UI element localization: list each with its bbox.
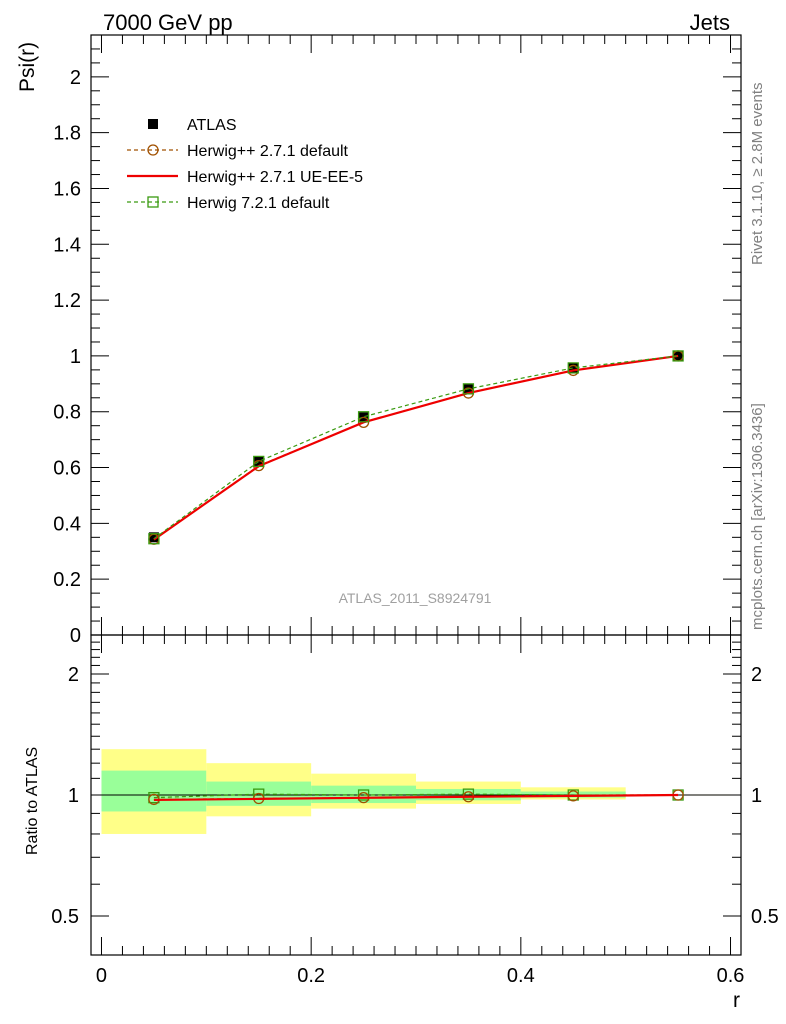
data-point-atlas: [148, 532, 159, 543]
main-panel: 0 0.2 0.4 0.6 0.8 1 1.2 1.4 1.6 1.8 2 Psi(r) ATLAS…: [16, 34, 742, 647]
y-tick-label: 0.2: [53, 569, 81, 591]
series-line-ue-ee-5: [153, 354, 679, 541]
legend-label: Herwig 7.2.1 default: [187, 195, 330, 212]
y-tick-label: 2: [70, 67, 81, 89]
legend-marker-circle: [147, 144, 159, 156]
rivet-label: Rivet 3.1.10, ≥ 2.8M events: [749, 83, 766, 266]
header-left: 7000 GeV pp: [103, 10, 233, 35]
ratio-y-label: Ratio to ATLAS: [24, 747, 41, 855]
y-tick-label: 1.6: [53, 178, 81, 200]
ratio-series: [148, 788, 684, 806]
marker-herwig7: [672, 350, 684, 362]
legend-label: Herwig++ 2.7.1 UE-EE-5: [187, 169, 363, 186]
ratio-frame: [90, 634, 742, 956]
main-y-ticks: 0 0.2 0.4 0.6 0.8 1 1.2 1.4 1.6 1.8 2: [53, 48, 741, 647]
y-tick-label: 1.2: [53, 290, 81, 312]
mcplots-label: mcplots.cern.ch [arXiv:1306.3436]: [749, 403, 766, 630]
y-tick-label: 1.4: [53, 234, 81, 256]
y-tick-label: 2: [68, 664, 79, 686]
watermark: ATLAS_2011_S8924791: [339, 590, 492, 606]
ratio-bands: [101, 749, 731, 834]
main-y-label: Psi(r): [16, 42, 39, 92]
header-right: Jets: [690, 10, 730, 35]
x-tick-label: 0.2: [297, 965, 325, 987]
marker-herwig7: [357, 411, 370, 423]
ratio-x-ticks: 0 0.2 0.4 0.6: [96, 635, 745, 987]
y-tick-label: 1: [751, 785, 762, 807]
marker-herwig7: [567, 362, 579, 374]
x-tick-label: 0: [96, 965, 107, 987]
ratio-line-ue-ee-5: [153, 793, 679, 802]
marker-herwig7: [148, 533, 160, 545]
main-series: [148, 350, 684, 545]
y-tick-label: 1: [68, 785, 79, 807]
y-tick-label: 0.4: [53, 513, 81, 535]
x-tick-label: 0.6: [717, 965, 745, 987]
y-tick-label: 0.5: [51, 906, 79, 928]
data-point-atlas: [568, 363, 579, 374]
uncertainty-band-inner: [101, 770, 207, 812]
y-tick-label: 1: [70, 346, 81, 368]
legend-label: Herwig++ 2.7.1 default: [187, 143, 349, 160]
x-tick-label: 0.4: [507, 965, 535, 987]
ratio-y-ticks: 0.5 0.5 1 1 2 2: [51, 641, 779, 956]
x-axis-label: r: [733, 989, 740, 1012]
series-line-herwigpp-default: [153, 355, 679, 540]
series-line-herwig7: [153, 355, 679, 540]
ratio-panel: 0.5 0.5 1 1 2 2 0 0.2 0.4 0.6 Ratio to ATLAS r: [24, 634, 779, 1012]
ratio-marker-herwig7: [357, 789, 370, 801]
legend-marker-square: [147, 196, 159, 208]
y-tick-label: 1.8: [53, 123, 81, 145]
y-tick-label: 0.8: [53, 402, 81, 424]
main-x-ticks: [100, 35, 732, 635]
legend-marker-atlas: [148, 119, 158, 129]
y-tick-label: 0.5: [751, 906, 779, 928]
y-tick-label: 0: [70, 625, 81, 647]
marker-herwig7: [253, 455, 265, 468]
y-tick-label: 2: [751, 664, 762, 686]
legend-label: ATLAS: [187, 117, 237, 134]
y-tick-label: 0.6: [53, 458, 81, 480]
marker-herwig7: [462, 383, 475, 395]
legend: ATLAS Herwig++ 2.7.1 default Herwig++ 2.7.…: [127, 117, 363, 212]
